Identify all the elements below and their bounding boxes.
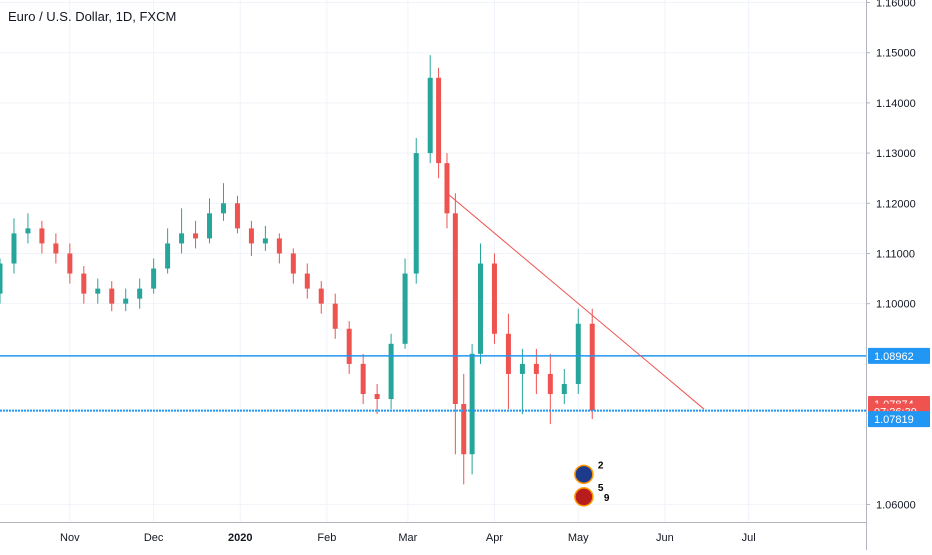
candle-body xyxy=(95,288,101,294)
candle-body xyxy=(0,263,3,294)
candle-body xyxy=(413,153,419,274)
time-tick-label: Jul xyxy=(742,532,756,544)
candle-body xyxy=(109,288,115,304)
candle-body xyxy=(519,363,525,374)
candle-body xyxy=(25,228,31,234)
price-tick-label: 1.12000 xyxy=(876,198,916,210)
candle-body xyxy=(151,268,157,289)
candle-body xyxy=(374,394,380,400)
candle-body xyxy=(290,253,296,274)
time-tick-label: Apr xyxy=(486,532,503,544)
price-tick-label: 1.15000 xyxy=(876,48,916,60)
candle-body xyxy=(547,373,553,395)
candle-body xyxy=(346,328,352,364)
candle-body xyxy=(461,404,467,455)
candle-body xyxy=(444,163,450,214)
candle-body xyxy=(469,353,475,455)
candle-body xyxy=(248,228,254,244)
time-tick-label: May xyxy=(568,532,589,544)
candle-body xyxy=(81,273,87,294)
event-badge-count: 5 xyxy=(598,483,604,494)
trendline xyxy=(446,192,705,410)
time-tick-label: Dec xyxy=(144,532,164,544)
price-tick-label: 1.10000 xyxy=(876,299,916,311)
time-tick-label: Nov xyxy=(60,532,80,544)
candle-body xyxy=(123,298,129,304)
candle-body xyxy=(436,77,442,164)
candle-body xyxy=(360,363,366,395)
eu-flag-icon xyxy=(574,464,594,485)
candle-body xyxy=(589,323,595,411)
candle-body xyxy=(262,238,268,244)
candle-body xyxy=(491,263,497,334)
price-label-box xyxy=(868,347,930,364)
candle-body xyxy=(505,333,511,374)
candle-body xyxy=(477,263,483,354)
candle-body xyxy=(11,233,17,264)
candle-body xyxy=(304,273,310,289)
candle-body xyxy=(332,303,338,329)
time-tick-label: Feb xyxy=(317,532,336,544)
candle-body xyxy=(234,203,240,229)
time-tick-label: Jun xyxy=(656,532,674,544)
event-badge-count: 2 xyxy=(598,460,604,471)
candle-body xyxy=(533,363,539,374)
candle-body xyxy=(318,288,324,304)
candle-body xyxy=(137,288,143,299)
event-badge-count: 9 xyxy=(604,493,610,504)
price-tick-label: 1.14000 xyxy=(876,98,916,110)
candle-body xyxy=(179,233,185,244)
price-label-text: 1.07819 xyxy=(874,414,914,426)
candle-body xyxy=(561,383,567,395)
candle-body xyxy=(39,228,45,244)
us-flag-icon xyxy=(574,487,594,507)
chart-title: Euro / U.S. Dollar, 1D, FXCM xyxy=(8,9,177,24)
candle-body xyxy=(67,253,73,274)
price-label-text: 1.08962 xyxy=(874,351,914,363)
price-label-box xyxy=(868,411,930,428)
time-tick-label: Mar xyxy=(398,532,417,544)
price-axis xyxy=(866,0,932,550)
candle-body xyxy=(207,213,213,239)
price-tick-label: 1.16000 xyxy=(876,0,916,10)
candle-body xyxy=(388,343,394,400)
candle-body xyxy=(402,273,408,344)
price-tick-label: 1.06000 xyxy=(876,499,916,511)
price-tick-label: 1.11000 xyxy=(876,248,915,260)
candle-body xyxy=(452,213,458,405)
price-tick-label: 1.13000 xyxy=(876,148,916,160)
candle-body xyxy=(427,77,433,154)
candle-body xyxy=(193,233,199,239)
candle-body xyxy=(575,323,581,384)
candle-body xyxy=(276,238,282,254)
candle-body xyxy=(53,243,59,254)
candle-body xyxy=(220,203,226,214)
time-tick-label: 2020 xyxy=(228,532,252,544)
candle-body xyxy=(165,243,171,269)
